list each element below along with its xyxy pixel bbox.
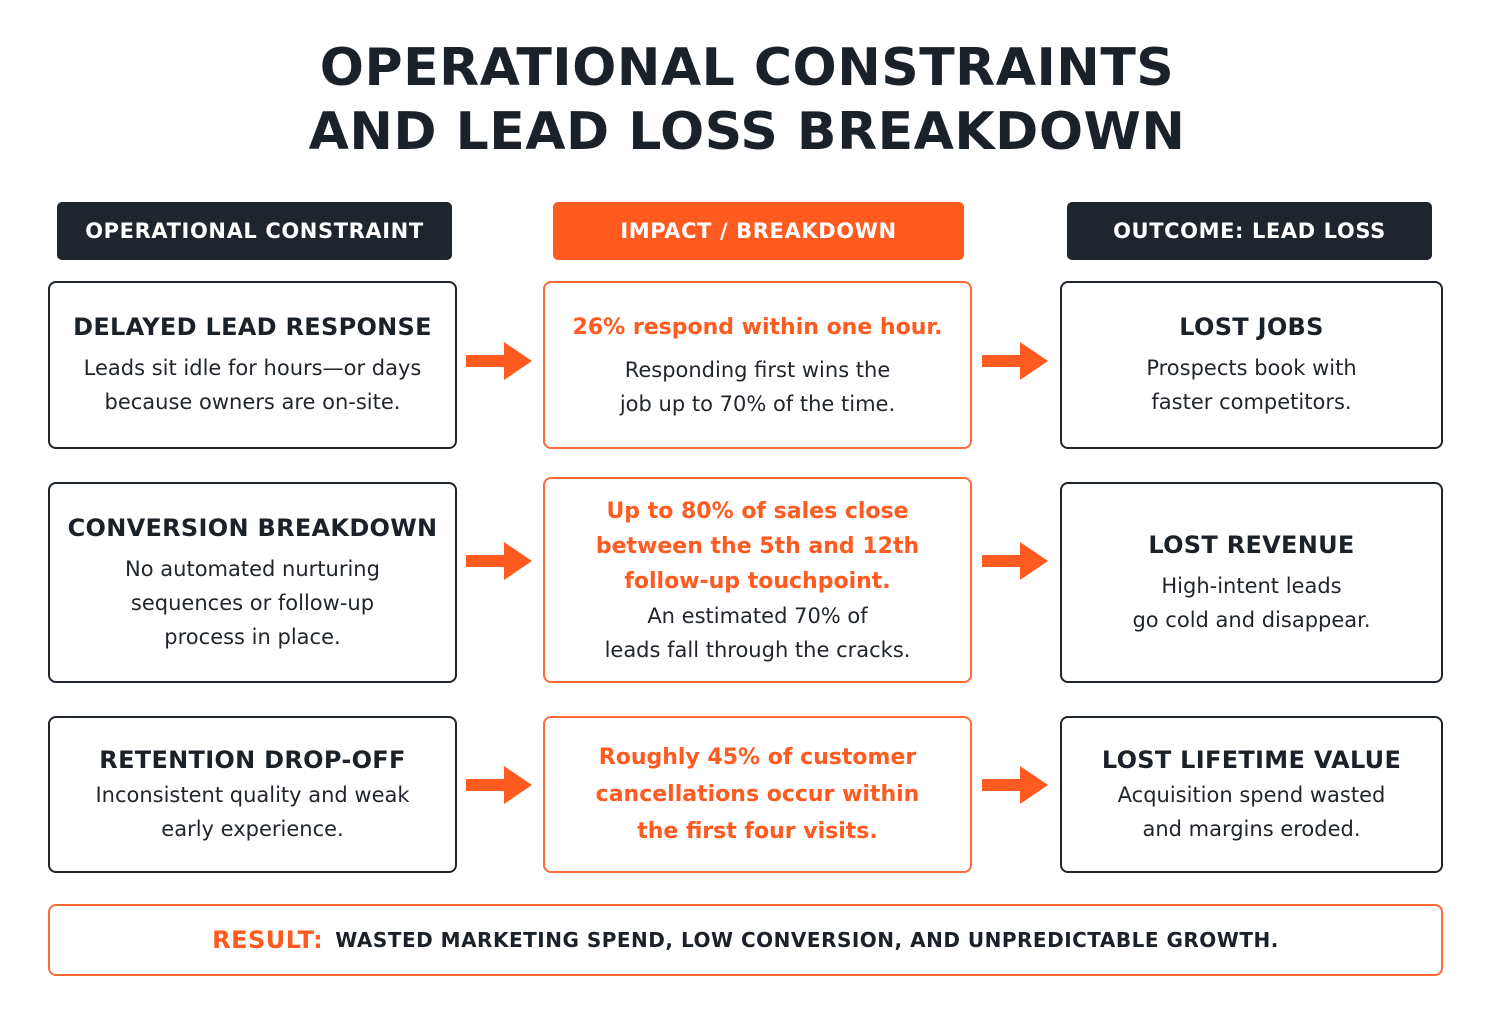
outcome-card-lost-revenue: LOST REVENUE High-intent leads go cold a… [1060, 482, 1443, 683]
impact-body: Responding first wins the job up to 70% … [619, 357, 896, 416]
outcome-body: High-intent leads go cold and disappear. [1132, 573, 1371, 632]
arrow-right-icon [466, 342, 532, 380]
outcome-card-lost-jobs: LOST JOBS Prospects book with faster com… [1060, 281, 1443, 449]
constraint-card-conversion-breakdown: CONVERSION BREAKDOWN No automated nurtur… [48, 482, 457, 683]
arrow-right-icon [982, 766, 1048, 804]
result-banner: RESULT: WASTED MARKETING SPEND, LOW CONV… [48, 904, 1443, 976]
impact-body: An estimated 70% of leads fall through t… [604, 603, 911, 662]
impact-card-cancellations: Roughly 45% of customer cancellations oc… [543, 716, 972, 873]
title-line-2: AND LEAD LOSS BREAKDOWN [308, 102, 1186, 162]
arrow-right-icon [982, 542, 1048, 580]
constraint-heading: RETENTION DROP-OFF [99, 745, 406, 774]
outcome-heading: LOST REVENUE [1148, 530, 1355, 559]
impact-highlight: Roughly 45% of customer cancellations oc… [595, 745, 920, 844]
impact-card-follow-up: Up to 80% of sales close between the 5th… [543, 477, 972, 683]
result-label: RESULT: [212, 926, 324, 954]
header-impact-breakdown: IMPACT / BREAKDOWN [553, 202, 964, 260]
constraint-body: Inconsistent quality and weak early expe… [95, 782, 410, 841]
page-title: OPERATIONAL CONSTRAINTS AND LEAD LOSS BR… [0, 36, 1494, 164]
outcome-heading: LOST LIFETIME VALUE [1101, 745, 1402, 774]
impact-highlight: Up to 80% of sales close between the 5th… [595, 498, 920, 594]
result-text: WASTED MARKETING SPEND, LOW CONVERSION, … [335, 928, 1279, 952]
impact-highlight: 26% respond within one hour. [572, 314, 943, 340]
arrow-right-icon [982, 342, 1048, 380]
header-operational-constraint: OPERATIONAL CONSTRAINT [57, 202, 452, 260]
outcome-heading: LOST JOBS [1179, 313, 1324, 341]
constraint-body: No automated nurturing sequences or foll… [125, 556, 380, 649]
title-line-1: OPERATIONAL CONSTRAINTS [319, 38, 1175, 98]
header-outcome-lead-loss: OUTCOME: LEAD LOSS [1067, 202, 1432, 260]
constraint-body: Leads sit idle for hours—or days because… [83, 356, 422, 414]
constraint-card-delayed-lead-response: DELAYED LEAD RESPONSE Leads sit idle for… [48, 281, 457, 449]
constraint-heading: CONVERSION BREAKDOWN [67, 513, 438, 542]
outcome-card-lost-lifetime-value: LOST LIFETIME VALUE Acquisition spend wa… [1060, 716, 1443, 873]
arrow-right-icon [466, 542, 532, 580]
constraint-heading: DELAYED LEAD RESPONSE [73, 313, 432, 341]
impact-card-response-time: 26% respond within one hour. Responding … [543, 281, 972, 449]
constraint-card-retention-drop-off: RETENTION DROP-OFF Inconsistent quality … [48, 716, 457, 873]
outcome-body: Prospects book with faster competitors. [1146, 356, 1357, 414]
arrow-right-icon [466, 766, 532, 804]
outcome-body: Acquisition spend wasted and margins ero… [1117, 782, 1386, 841]
